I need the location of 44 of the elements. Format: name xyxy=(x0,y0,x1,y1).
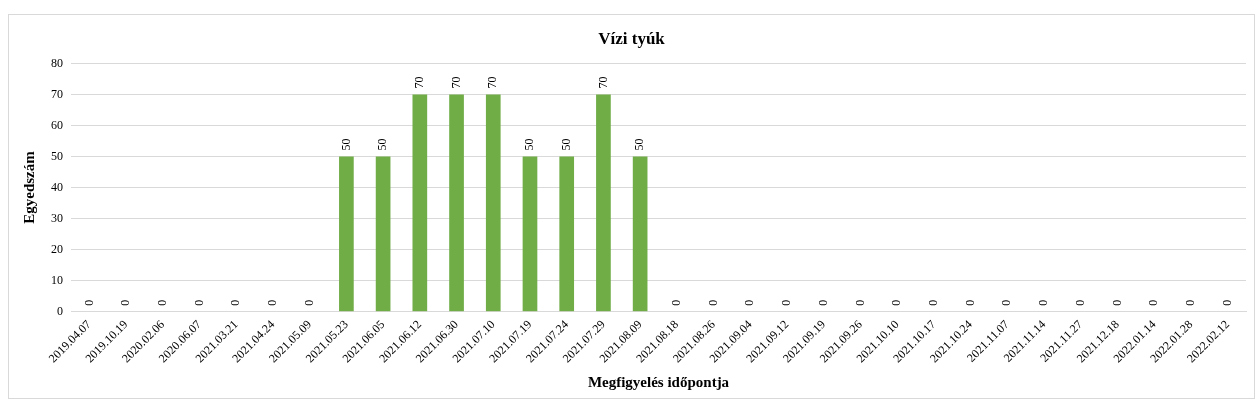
data-label: 50 xyxy=(522,138,537,151)
y-tick-label: 40 xyxy=(51,179,63,194)
data-label: 0 xyxy=(265,299,280,306)
data-label: 0 xyxy=(1146,299,1161,306)
y-tick-label: 50 xyxy=(51,148,63,163)
data-label: 0 xyxy=(669,299,684,306)
data-label: 0 xyxy=(779,299,794,306)
y-tick-label: 0 xyxy=(57,303,63,318)
data-label: 0 xyxy=(191,299,206,306)
data-label: 70 xyxy=(411,76,426,89)
data-label: 70 xyxy=(595,76,610,89)
y-tick-label: 80 xyxy=(51,55,63,70)
data-label: 50 xyxy=(558,138,573,151)
data-label: 0 xyxy=(228,299,243,306)
x-axis-title: Megfigyelés időpontja xyxy=(587,373,730,390)
data-label: 0 xyxy=(962,299,977,306)
y-axis-title: Egyedszám xyxy=(20,150,37,224)
data-label: 0 xyxy=(81,299,96,306)
data-label: 0 xyxy=(852,299,867,306)
y-tick-label: 10 xyxy=(51,272,63,287)
data-label: 0 xyxy=(1036,299,1051,306)
y-tick-label: 70 xyxy=(51,86,63,101)
data-label: 0 xyxy=(742,299,757,306)
chart-title: Vízi tyúk xyxy=(598,28,666,48)
data-label: 0 xyxy=(1183,299,1198,306)
data-label: 70 xyxy=(448,76,463,89)
data-label: 0 xyxy=(1072,299,1087,306)
data-label: 50 xyxy=(338,138,353,151)
y-tick-label: 30 xyxy=(51,210,63,225)
data-label: 50 xyxy=(375,138,390,151)
y-tick-label: 20 xyxy=(51,241,63,256)
data-label: 0 xyxy=(889,299,904,306)
data-label: 0 xyxy=(705,299,720,306)
data-label: 0 xyxy=(999,299,1014,306)
data-label: 0 xyxy=(301,299,316,306)
data-label: 0 xyxy=(154,299,169,306)
data-label: 0 xyxy=(815,299,830,306)
y-tick-label: 60 xyxy=(51,117,63,132)
data-label: 50 xyxy=(632,138,647,151)
data-label: 0 xyxy=(926,299,941,306)
data-label: 0 xyxy=(1219,299,1234,306)
data-label: 0 xyxy=(1109,299,1124,306)
data-label: 70 xyxy=(485,76,500,89)
data-label: 0 xyxy=(118,299,133,306)
